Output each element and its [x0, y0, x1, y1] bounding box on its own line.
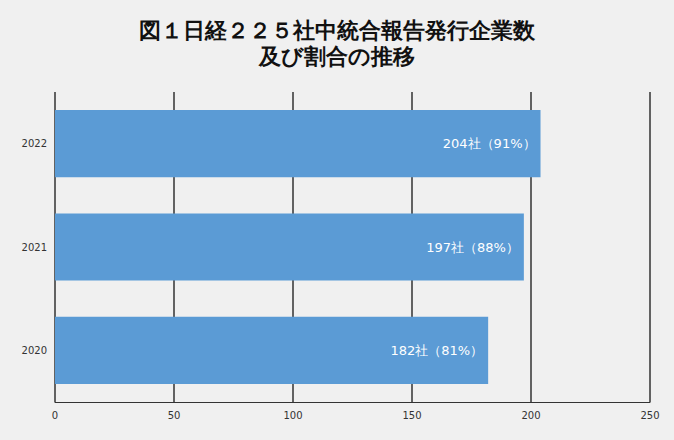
svg-text:2021: 2021 — [22, 242, 47, 253]
svg-text:図１日経２２５社中統合報告発行企業数: 図１日経２２５社中統合報告発行企業数 — [139, 18, 536, 43]
svg-text:182社（81%）: 182社（81%） — [390, 343, 483, 358]
svg-text:204社（91%）: 204社（91%） — [443, 136, 536, 151]
svg-text:0: 0 — [52, 410, 58, 421]
svg-text:250: 250 — [640, 410, 659, 421]
svg-text:100: 100 — [283, 410, 302, 421]
svg-text:200: 200 — [521, 410, 540, 421]
svg-text:197社（88%）: 197社（88%） — [426, 240, 519, 255]
svg-text:及び割合の推移: 及び割合の推移 — [258, 44, 415, 69]
svg-text:2020: 2020 — [22, 345, 47, 356]
svg-text:2022: 2022 — [22, 138, 47, 149]
svg-text:50: 50 — [168, 410, 181, 421]
svg-text:150: 150 — [402, 410, 421, 421]
